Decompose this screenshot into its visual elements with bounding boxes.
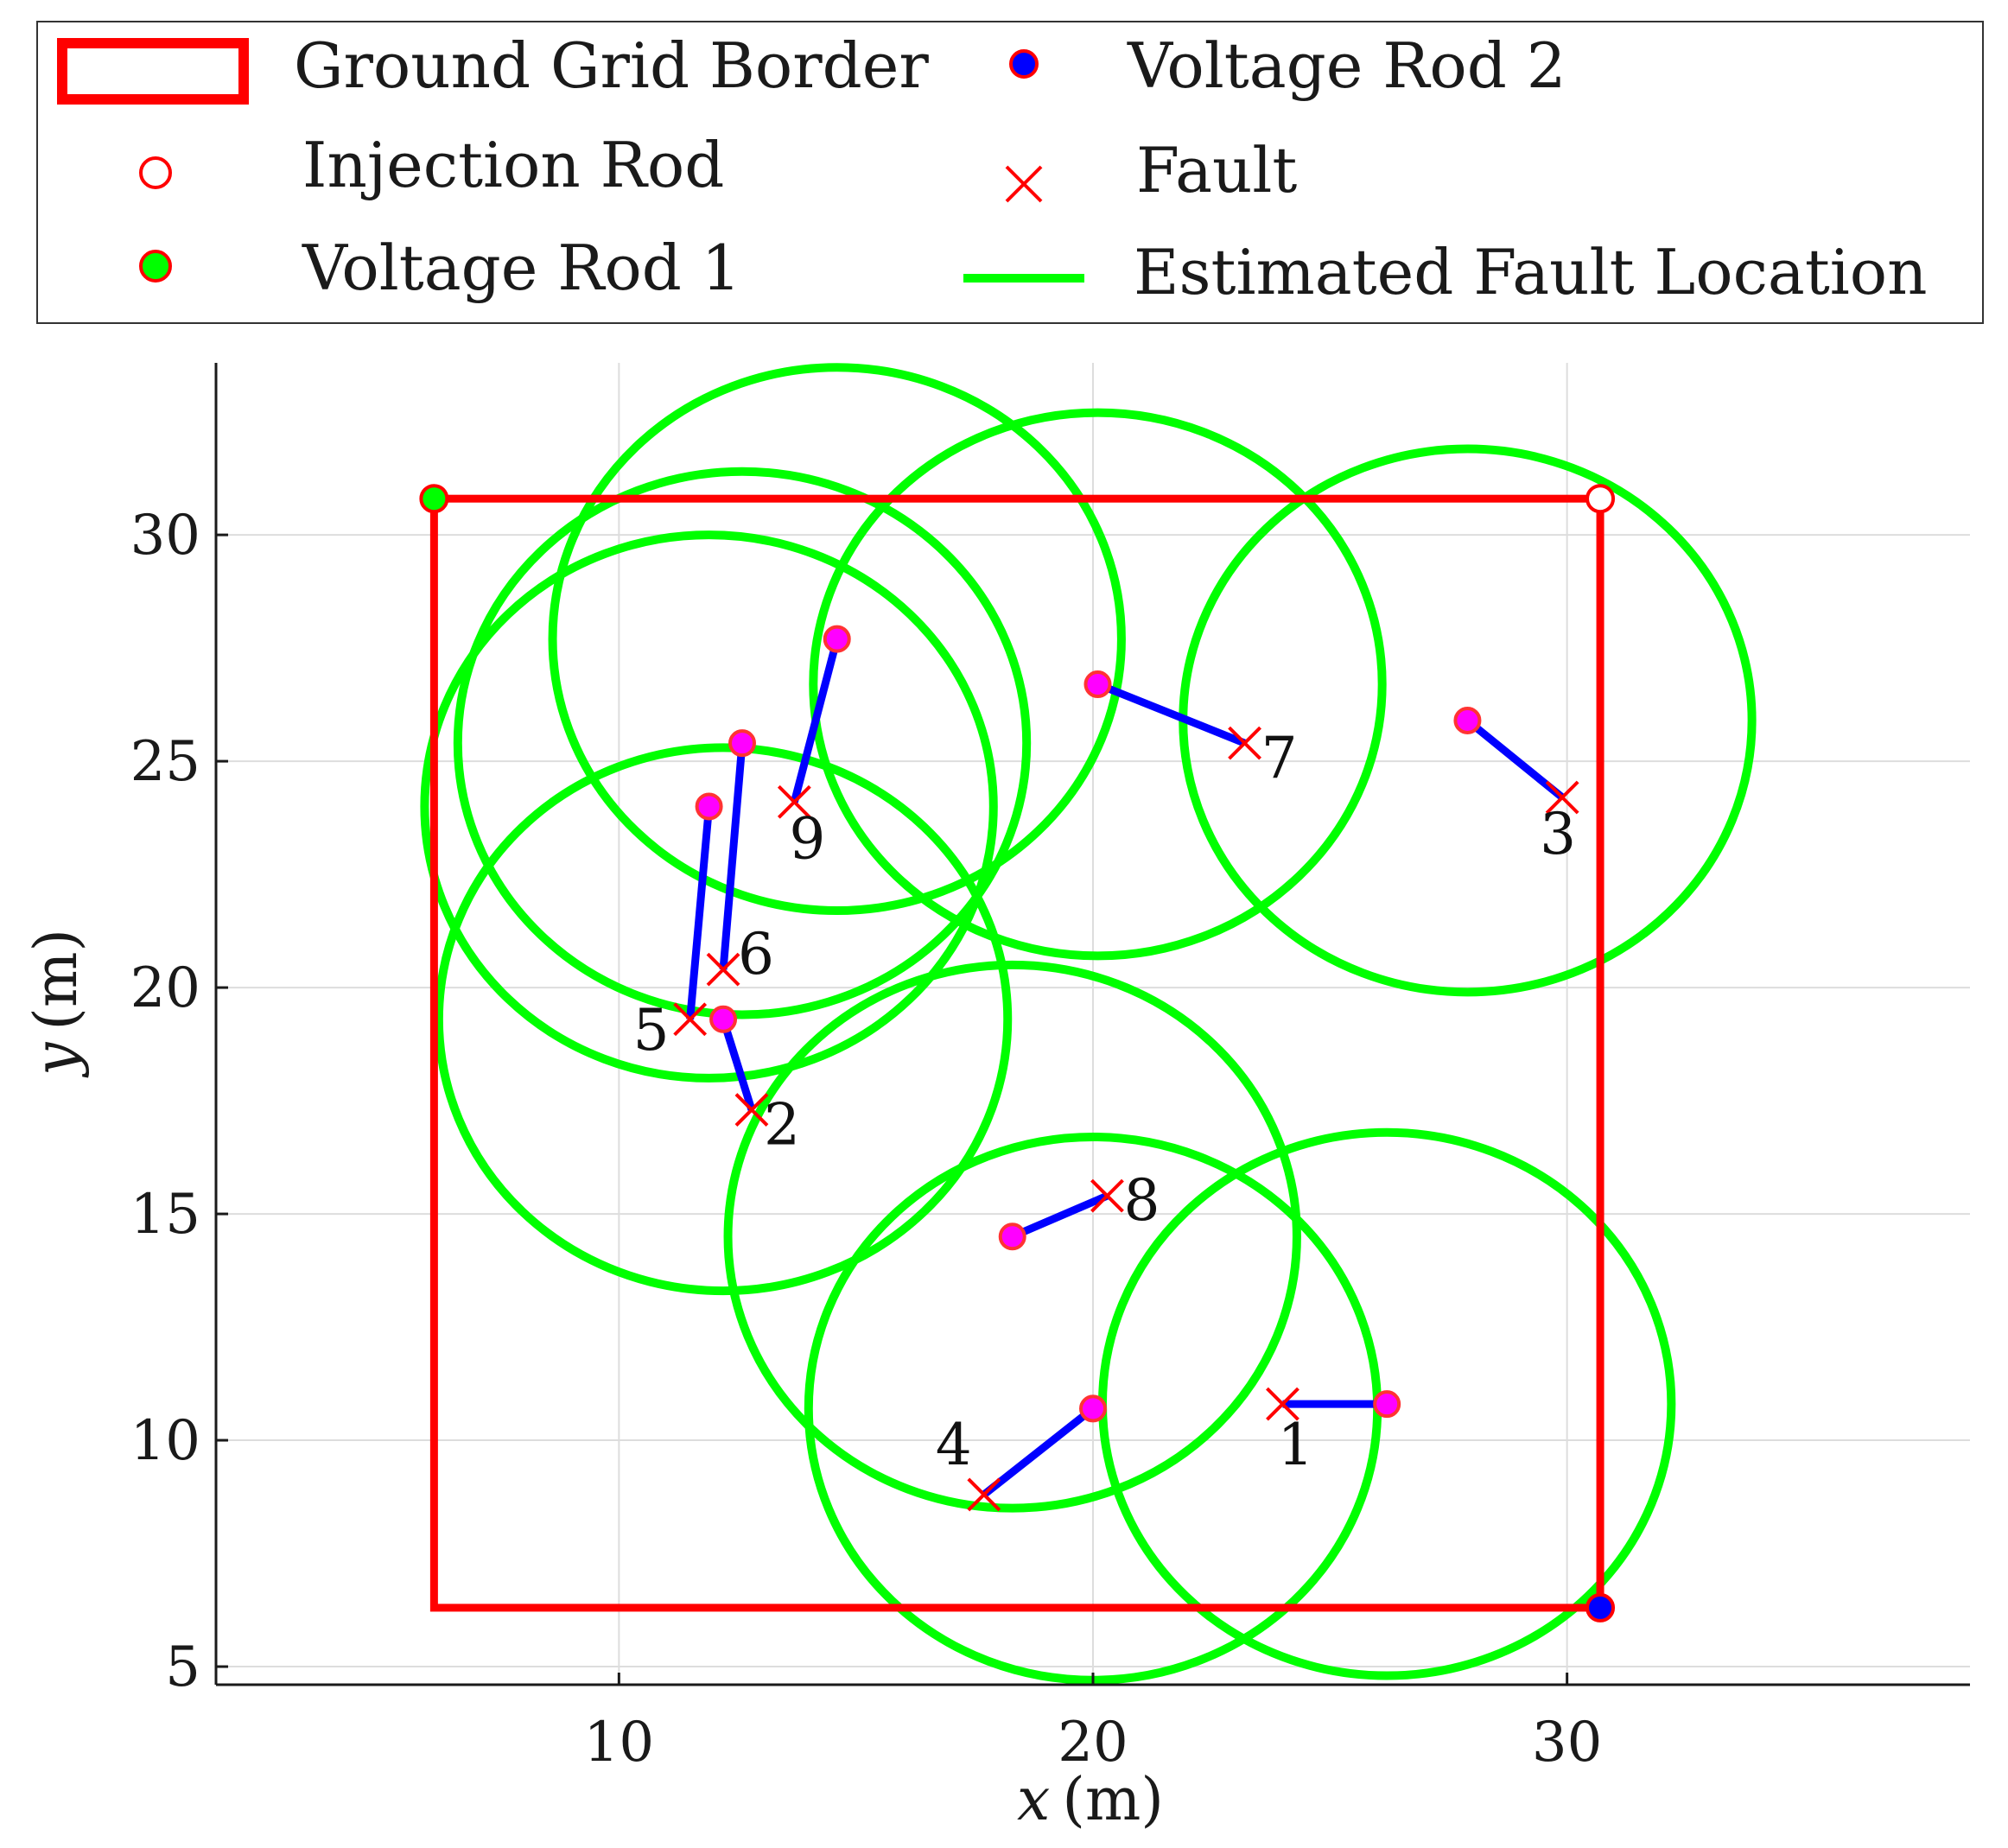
fault-cross-stroke [673,1002,708,1037]
estimate-circle-6 [453,467,1032,1019]
markers [419,484,1616,1623]
estimate-circle-7 [809,408,1387,961]
fault-cross-stroke [1090,1178,1124,1213]
fault-cross-stroke [1266,1387,1299,1421]
voltage-rod-2-marker [1585,1592,1616,1623]
fault-marker-6 [706,952,740,987]
y-axis-variable: y [22,1041,91,1078]
legend-marker-fault [1005,165,1043,203]
fault-marker-4 [967,1477,1001,1512]
fault-label-3: 3 [1540,801,1576,867]
estimated-point-6 [728,729,756,758]
estimated-point-3 [1453,706,1482,734]
legend-marker-injection-rod [139,156,172,189]
x-tick-label: 10 [584,1711,654,1775]
plot-area: 1 2 3 4 5 6 7 8 9 10 20 30 5 10 15 20 25 30 [130,363,1970,1775]
fault-label-6: 6 [738,921,774,988]
legend-marker-voltage-rod-2 [1009,49,1039,79]
fault-cross-stroke [777,784,811,819]
legend-label-injection-rod: Injection Rod [302,129,724,201]
estimate-segment-7 [1096,680,1247,747]
estimate-circle-2 [434,743,1013,1296]
estimate-segment-5 [686,806,714,1020]
fault-marker-1 [1266,1387,1299,1421]
y-tick-label: 10 [130,1409,200,1473]
injection-rod-marker [1585,484,1616,514]
estimate-segments [686,638,1565,1498]
fault-labels: 1 2 3 4 5 6 7 8 9 [633,725,1577,1478]
fault-marker-2 [734,1093,769,1127]
ground-grid-border [429,494,1604,1612]
fault-cross-stroke [967,1477,1001,1512]
estimate-segment-8 [1010,1191,1109,1241]
x-axis-variable: x [1017,1766,1050,1834]
estimated-point-7 [1083,670,1112,699]
fault-cross-stroke [734,1093,769,1127]
x-tick-label: 30 [1532,1711,1602,1775]
y-tick-label: 5 [165,1635,200,1699]
y-tick-label: 25 [130,730,200,794]
fault-label-5: 5 [633,997,670,1064]
grid [216,363,1970,1685]
estimate-circles [420,363,1757,1685]
estimated-point-2 [709,1005,738,1033]
fault-label-4: 4 [936,1412,972,1478]
estimated-point-8 [998,1222,1026,1251]
estimate-segment-2 [719,1018,756,1111]
voltage-rod-1-marker [419,484,449,514]
fault-marker-7 [1228,726,1261,760]
fault-label-7: 7 [1261,725,1298,791]
legend-marker-voltage-rod-1 [139,250,172,283]
legend-label-fault: Fault [1136,134,1297,206]
x-tick-label: 20 [1058,1711,1128,1775]
y-axis-unit: (m) [22,929,91,1031]
estimate-circle-9 [548,363,1126,916]
fault-marker-8 [1090,1178,1124,1213]
legend-label-estimated-fault-location: Estimated Fault Location [1134,236,1928,308]
fault-cross-stroke [706,952,740,987]
legend-label-ground-grid-border: Ground Grid Border [294,29,929,102]
estimate-segment-4 [982,1405,1096,1498]
y-tick-label: 30 [130,504,200,568]
fault-label-9: 9 [789,805,825,872]
estimate-segment-6 [719,742,747,970]
estimate-segment-3 [1465,717,1565,801]
estimated-point-4 [1079,1394,1107,1423]
legend-label-voltage-rod-1: Voltage Rod 1 [302,232,741,304]
fault-marker-3 [1545,780,1579,815]
x-axis-title: x (m) [1017,1766,1164,1834]
fault-cross-stroke [1545,780,1579,815]
estimate-circle-5 [420,530,998,1083]
fault-marker-5 [673,1002,708,1037]
legend-marker-ground-grid-border [57,38,249,105]
fault-label-1: 1 [1277,1412,1313,1478]
y-tick-label: 20 [130,956,200,1020]
fault-label-8: 8 [1123,1167,1160,1234]
estimate-segment-9 [790,638,842,803]
fault-marker-9 [777,784,811,819]
y-tick-label: 15 [130,1183,200,1247]
estimated-point-9 [823,625,851,653]
fault-cross-stroke [1228,726,1261,760]
legend-label-voltage-rod-2: Voltage Rod 2 [1127,29,1566,102]
legend: Ground Grid Border Voltage Rod 2 Injecti… [36,21,1984,324]
y-axis-title: y (m) [22,929,91,1078]
estimated-point-1 [1373,1390,1401,1419]
estimate-circle-8 [723,960,1301,1513]
estimated-point-5 [695,792,723,821]
x-axis-unit: (m) [1062,1766,1164,1834]
fault-label-2: 2 [764,1092,800,1159]
